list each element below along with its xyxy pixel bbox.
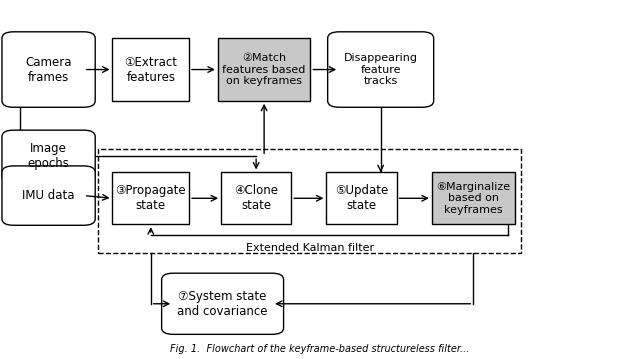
FancyBboxPatch shape	[218, 38, 310, 101]
FancyBboxPatch shape	[432, 172, 515, 224]
Text: ③Propagate
state: ③Propagate state	[115, 184, 186, 212]
Text: Extended Kalman filter: Extended Kalman filter	[246, 243, 374, 253]
Text: ⑦System state
and covariance: ⑦System state and covariance	[177, 290, 268, 318]
Bar	[99, 149, 521, 253]
Text: Image
epochs: Image epochs	[28, 142, 70, 170]
Text: ④Clone
state: ④Clone state	[234, 184, 278, 212]
FancyBboxPatch shape	[113, 172, 189, 224]
FancyBboxPatch shape	[2, 32, 95, 107]
Text: ⑥Marginalize
based on
keyframes: ⑥Marginalize based on keyframes	[436, 182, 510, 215]
FancyBboxPatch shape	[326, 172, 397, 224]
FancyBboxPatch shape	[328, 32, 434, 107]
Text: Fig. 1.  Flowchart of the keyframe-based structureless filter...: Fig. 1. Flowchart of the keyframe-based …	[170, 344, 470, 354]
Text: Camera
frames: Camera frames	[26, 56, 72, 84]
FancyBboxPatch shape	[162, 273, 284, 334]
Text: IMU data: IMU data	[22, 189, 75, 202]
FancyBboxPatch shape	[113, 38, 189, 101]
FancyBboxPatch shape	[221, 172, 291, 224]
FancyBboxPatch shape	[2, 130, 95, 182]
Text: ②Match
features based
on keyframes: ②Match features based on keyframes	[223, 53, 306, 86]
Text: ⑤Update
state: ⑤Update state	[335, 184, 388, 212]
Text: ①Extract
features: ①Extract features	[124, 56, 177, 84]
FancyBboxPatch shape	[2, 166, 95, 225]
Text: Disappearing
feature
tracks: Disappearing feature tracks	[344, 53, 418, 86]
